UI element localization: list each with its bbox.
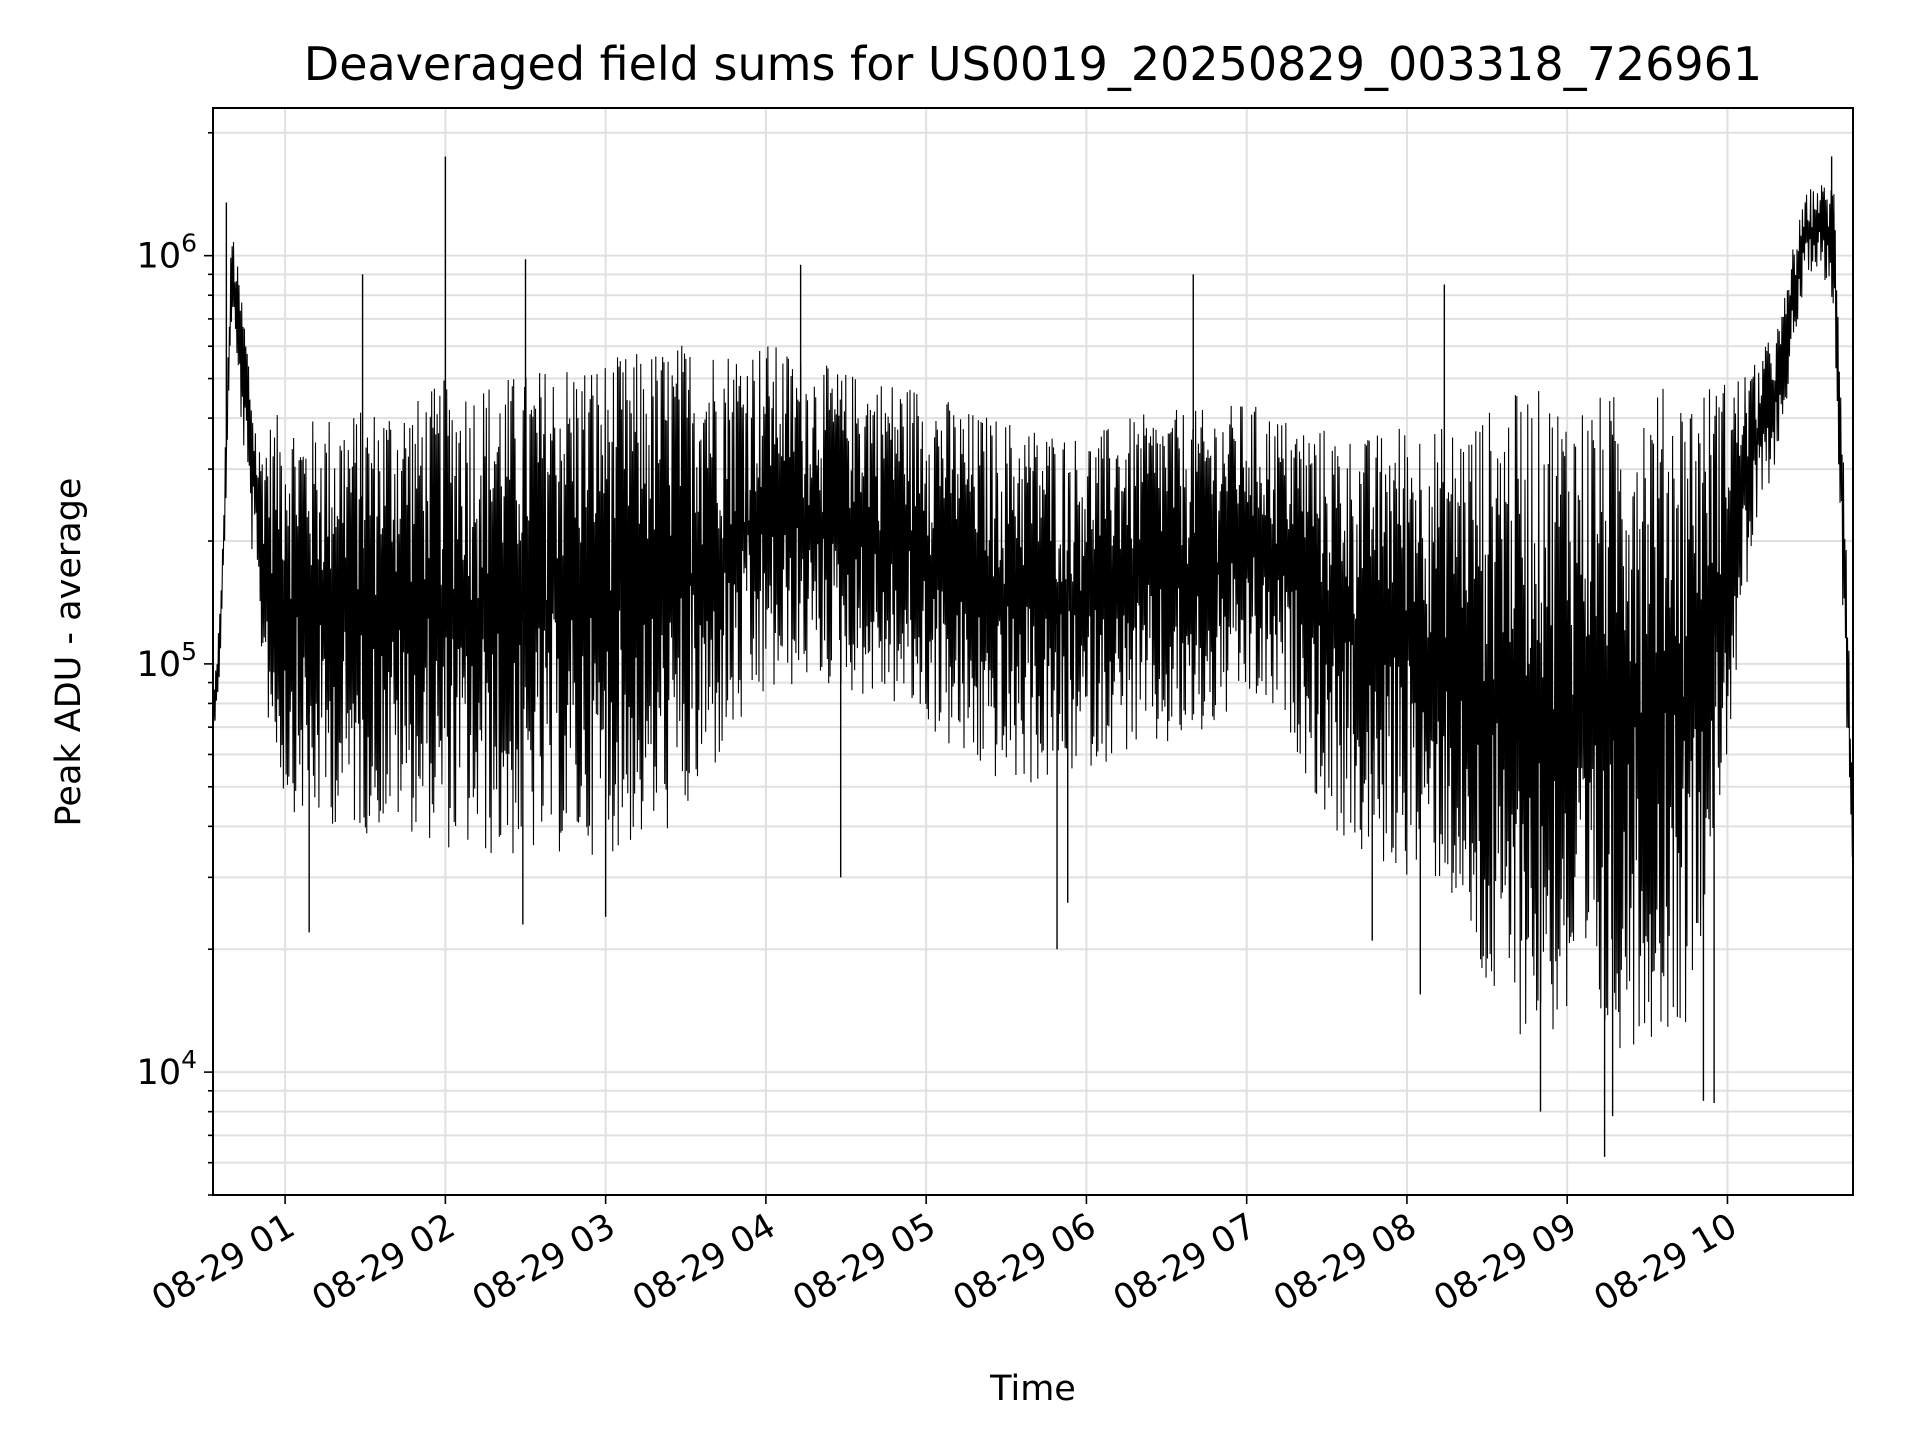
y-axis-label: Peak ADU - average [49,478,89,827]
x-axis-label: Time [989,1369,1076,1409]
chart: 08-29 01 08-29 02 08-29 03 08-29 04 08-29 05… [0,0,1920,1440]
chart-title: Deaveraged field sums for US0019_2025082… [304,37,1762,91]
